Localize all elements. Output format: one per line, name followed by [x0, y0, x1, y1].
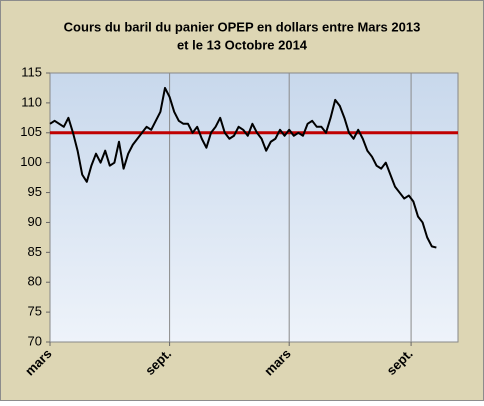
y-tick-label: 80: [28, 274, 42, 289]
y-tick-label: 105: [20, 124, 42, 139]
chart-subtitle: et le 13 Octobre 2014: [177, 37, 308, 52]
plot-area: [49, 72, 459, 343]
y-tick-label: 70: [28, 333, 42, 348]
y-tick-label: 110: [21, 94, 42, 109]
y-tick-label: 100: [20, 154, 42, 169]
y-tick-label: 85: [28, 244, 42, 259]
chart-title: Cours du baril du panier OPEP en dollars…: [64, 19, 421, 34]
y-tick-label: 75: [28, 304, 42, 319]
y-tick-label: 90: [28, 214, 42, 229]
y-tick-label: 115: [21, 64, 42, 79]
y-tick-label: 95: [28, 184, 42, 199]
data-line: [49, 86, 437, 249]
